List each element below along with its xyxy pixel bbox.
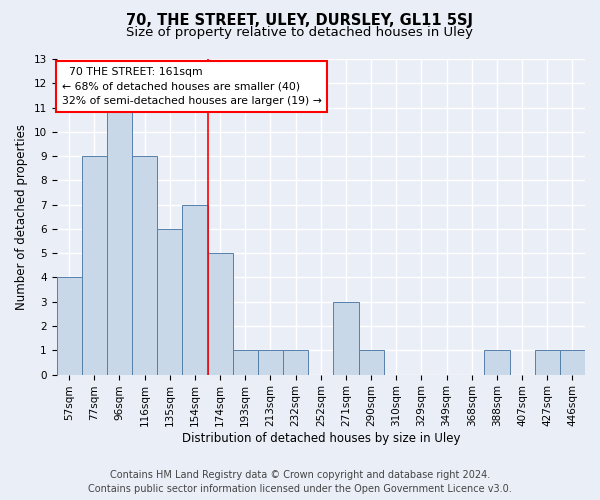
Bar <box>56 278 82 374</box>
Bar <box>132 156 157 374</box>
Bar <box>157 229 182 374</box>
Bar <box>283 350 308 374</box>
Bar <box>535 350 560 374</box>
Y-axis label: Number of detached properties: Number of detached properties <box>15 124 28 310</box>
Bar <box>82 156 107 374</box>
Bar <box>258 350 283 374</box>
Bar <box>359 350 383 374</box>
Text: 70, THE STREET, ULEY, DURSLEY, GL11 5SJ: 70, THE STREET, ULEY, DURSLEY, GL11 5SJ <box>127 12 473 28</box>
Text: 70 THE STREET: 161sqm
← 68% of detached houses are smaller (40)
32% of semi-deta: 70 THE STREET: 161sqm ← 68% of detached … <box>62 67 322 106</box>
Bar <box>484 350 509 374</box>
Bar <box>560 350 585 374</box>
Bar <box>107 108 132 374</box>
Bar <box>208 253 233 374</box>
Bar <box>233 350 258 374</box>
Text: Size of property relative to detached houses in Uley: Size of property relative to detached ho… <box>127 26 473 39</box>
Bar <box>182 204 208 374</box>
X-axis label: Distribution of detached houses by size in Uley: Distribution of detached houses by size … <box>182 432 460 445</box>
Bar <box>334 302 359 374</box>
Text: Contains HM Land Registry data © Crown copyright and database right 2024.
Contai: Contains HM Land Registry data © Crown c… <box>88 470 512 494</box>
